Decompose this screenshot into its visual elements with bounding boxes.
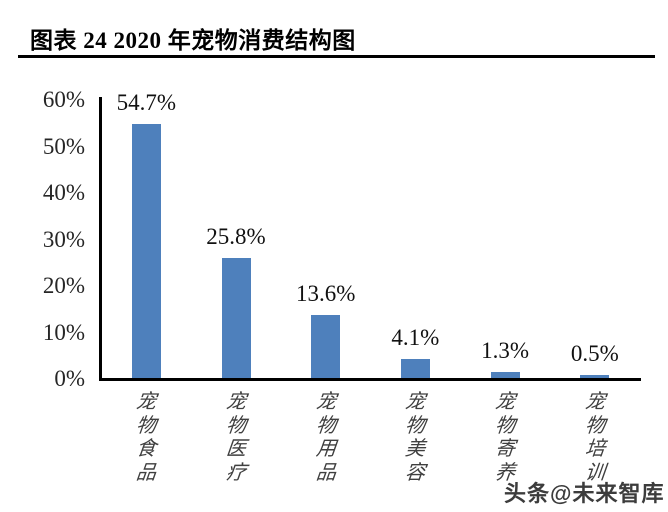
- category-char: 物: [494, 414, 517, 437]
- category-char: 容: [404, 461, 427, 484]
- category-char: 物: [314, 414, 337, 437]
- x-axis-category-label: 宠物医疗: [215, 391, 257, 485]
- bar-value-label: 25.8%: [206, 224, 266, 249]
- bar-value-label: 0.5%: [570, 341, 619, 366]
- category-char: 物: [583, 414, 607, 437]
- category-char: 培: [583, 438, 607, 460]
- bar-value-label: 4.1%: [391, 325, 440, 350]
- y-axis-tick-label: 30%: [42, 226, 85, 252]
- x-axis-category-label: 宠物用品: [305, 391, 347, 485]
- bar: [580, 375, 610, 378]
- y-axis-tick-label: 50%: [42, 133, 85, 159]
- chart-title: 图表 24 2020 年宠物消费结构图: [30, 28, 356, 53]
- category-char: 物: [224, 414, 248, 437]
- x-axis-category-label: 宠物培训: [574, 391, 616, 485]
- category-char: 食: [135, 438, 158, 460]
- x-axis-line: [99, 378, 641, 381]
- category-char: 物: [404, 414, 427, 437]
- bar-value-label: 13.6%: [295, 281, 356, 306]
- bar-value-label: 1.3%: [481, 338, 530, 363]
- category-char: 宠: [135, 391, 158, 413]
- y-axis-tick-label: 60%: [42, 87, 85, 112]
- category-char: 用: [314, 438, 337, 460]
- category-char: 医: [224, 438, 248, 460]
- bar: [400, 359, 430, 378]
- bar: [490, 372, 520, 378]
- y-axis-tick-label: 10%: [42, 319, 85, 345]
- watermark: 头条@未来智库: [504, 481, 665, 506]
- y-axis-tick-label: 0%: [54, 366, 85, 391]
- bar: [221, 258, 251, 378]
- category-char: 宠: [583, 391, 607, 413]
- y-axis-line: [99, 97, 102, 381]
- category-char: 宠: [404, 391, 427, 413]
- category-char: 品: [314, 461, 337, 484]
- category-char: 宠: [224, 391, 248, 413]
- x-axis-category-label: 宠物食品: [125, 391, 167, 485]
- category-char: 宠: [314, 391, 337, 413]
- category-char: 宠: [494, 391, 517, 413]
- category-char: 美: [404, 438, 427, 460]
- bar: [311, 315, 341, 378]
- x-axis-category-label: 宠物美容: [394, 391, 436, 485]
- category-char: 疗: [224, 461, 248, 484]
- x-axis-category-label: 宠物寄养: [484, 391, 526, 485]
- y-axis-tick-label: 40%: [42, 180, 85, 205]
- bar-value-label: 54.7%: [116, 90, 176, 115]
- title-underline: [18, 55, 655, 58]
- bar: [131, 124, 161, 378]
- category-char: 物: [135, 414, 158, 437]
- category-char: 品: [135, 461, 158, 484]
- category-char: 寄: [494, 438, 517, 460]
- y-axis-tick-label: 20%: [42, 273, 85, 298]
